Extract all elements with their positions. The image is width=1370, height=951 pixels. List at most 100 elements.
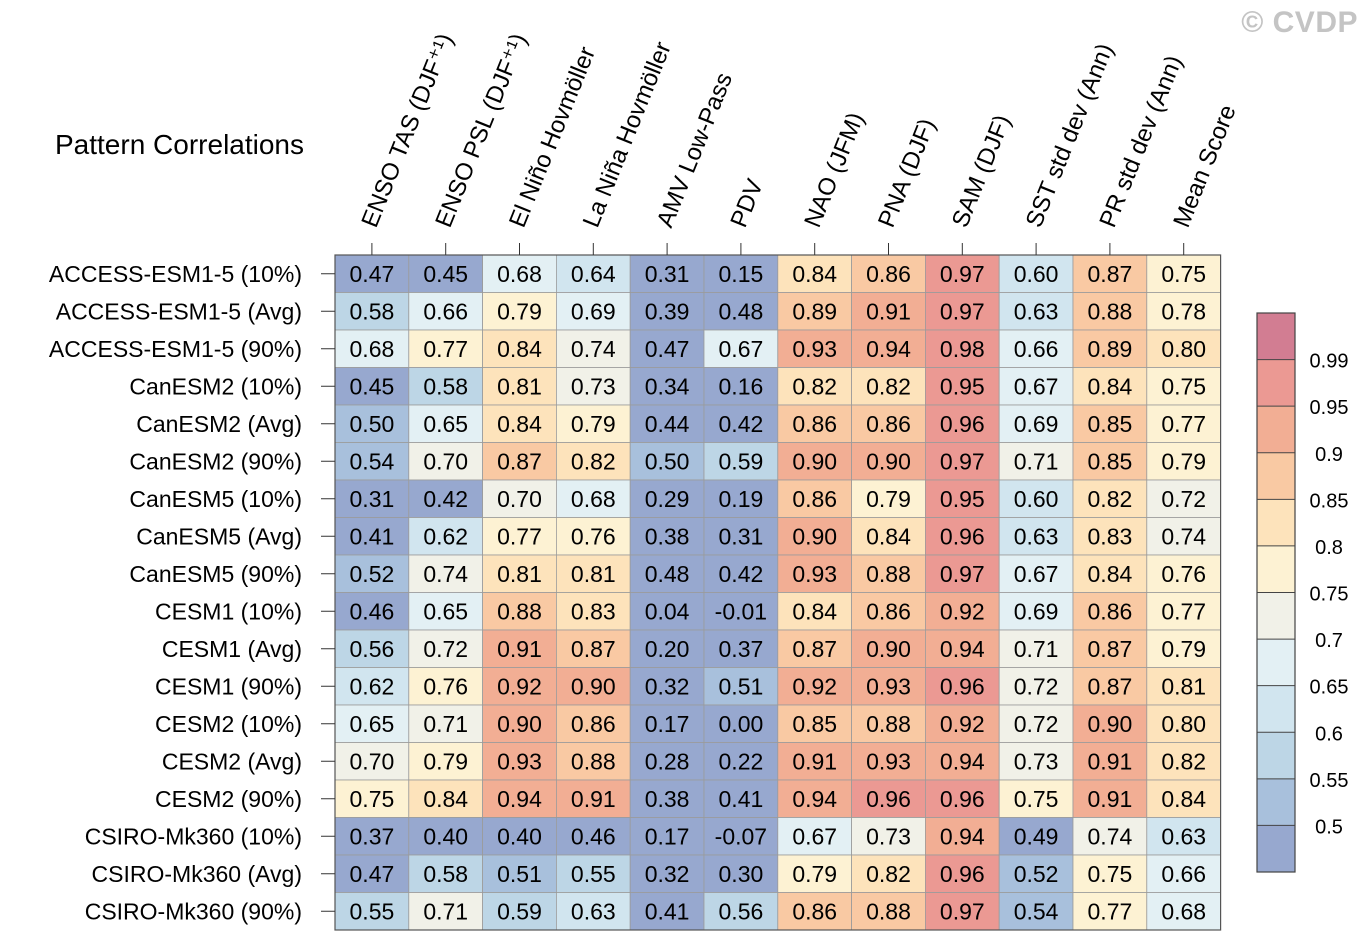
heatmap-cell [1146, 254, 1222, 293]
cell-value-label: 0.76 [1161, 561, 1206, 587]
cell-value-label: 0.72 [1014, 673, 1059, 699]
heatmap-cell [925, 704, 1000, 743]
heatmap-cell [1146, 367, 1222, 406]
cell-value-label: 0.67 [1014, 561, 1059, 587]
heatmap-cell [408, 367, 483, 406]
cell-value-label: 0.96 [866, 786, 911, 812]
heatmap-cell [1072, 779, 1148, 818]
cell-value-label: 0.68 [571, 486, 616, 512]
heatmap-cell [334, 629, 410, 668]
cell-value-label: 0.92 [497, 673, 542, 699]
row-label: CESM1 (90%) [155, 673, 302, 699]
cell-value-label: 0.69 [1014, 598, 1059, 624]
cell-value-label: 0.66 [423, 298, 468, 324]
heatmap-cell [777, 329, 852, 368]
heatmap-cell [1072, 667, 1148, 706]
cell-value-label: 0.31 [645, 261, 690, 287]
heatmap-cell [334, 254, 410, 293]
cell-value-label: 0.04 [645, 598, 690, 624]
heatmap-cell [925, 254, 1000, 293]
cell-value-label: 0.86 [571, 711, 616, 737]
cell-value-label: -0.07 [715, 823, 767, 849]
cell-value-label: 0.93 [792, 336, 837, 362]
cell-value-label: 0.88 [1088, 298, 1133, 324]
colorbar-segment [1257, 778, 1295, 826]
heatmap-cell [1072, 329, 1148, 368]
cell-value-label: 0.66 [1014, 336, 1059, 362]
column-label: AMV Low-Pass [652, 69, 738, 231]
cell-value-label: 0.87 [1088, 673, 1133, 699]
cell-value-label: 0.84 [497, 411, 542, 437]
cell-value-label: 0.97 [940, 298, 985, 324]
cell-value-label: 0.74 [1161, 523, 1206, 549]
cell-value-label: 0.94 [940, 636, 985, 662]
cell-value-label: 0.97 [940, 561, 985, 587]
heatmap-cell [1146, 892, 1222, 931]
heatmap-cell [703, 704, 779, 743]
cell-value-label: 0.85 [792, 711, 837, 737]
cell-value-label: 0.82 [571, 448, 616, 474]
cell-value-label: 0.73 [866, 823, 911, 849]
heatmap-cell [851, 404, 926, 443]
cell-value-label: 0.81 [497, 373, 542, 399]
heatmap-cell [1146, 592, 1222, 631]
cell-value-label: 0.85 [1088, 411, 1133, 437]
cell-value-label: 0.91 [571, 786, 616, 812]
heatmap-cell [777, 629, 852, 668]
heatmap-cell [1146, 742, 1222, 781]
cell-value-label: 0.42 [719, 561, 764, 587]
heatmap-cell [556, 704, 631, 743]
cell-value-label: 0.90 [792, 448, 837, 474]
heatmap-cell [408, 329, 483, 368]
heatmap-cell [851, 592, 926, 631]
cell-value-label: 0.91 [497, 636, 542, 662]
heatmap-cell [556, 554, 631, 593]
heatmap-cell [777, 367, 852, 406]
heatmap-cell [1146, 554, 1222, 593]
cell-value-label: 0.90 [571, 673, 616, 699]
heatmap-cell [629, 479, 705, 518]
cell-value-label: 0.31 [350, 486, 395, 512]
colorbar-segment [1257, 685, 1295, 733]
cell-value-label: 0.91 [792, 748, 837, 774]
heatmap-cell [998, 367, 1074, 406]
cell-value-label: 0.39 [645, 298, 690, 324]
cell-value-label: 0.65 [423, 411, 468, 437]
heatmap-cell [482, 554, 557, 593]
heatmap-cell [703, 404, 779, 443]
column-label: SAM (DJF) [947, 111, 1016, 231]
cell-value-label: 0.94 [940, 823, 985, 849]
cell-value-label: 0.75 [1161, 373, 1206, 399]
cell-value-label: 0.97 [940, 261, 985, 287]
heatmap-cell [556, 892, 631, 931]
cell-value-label: 0.42 [719, 411, 764, 437]
heatmap-cell [482, 442, 557, 481]
heatmap-cell [556, 442, 631, 481]
heatmap-cell [703, 292, 779, 331]
heatmap-cell [408, 517, 483, 556]
cell-value-label: 0.97 [940, 448, 985, 474]
watermark: © CVDP [1241, 6, 1358, 39]
heatmap-cell [998, 742, 1074, 781]
heatmap-cell [851, 742, 926, 781]
heatmap-cell [629, 442, 705, 481]
cell-value-label: 0.67 [719, 336, 764, 362]
colorbar-segment [1257, 359, 1295, 407]
colorbar: 0.5 0.55 0.6 0.65 0.7 0.75 0.8 0.85 0.9 0.95 0.99 [1256, 312, 1349, 873]
heatmap-cell [629, 517, 705, 556]
cell-value-label: 0.96 [940, 523, 985, 549]
cell-value-label: 0.15 [719, 261, 764, 287]
cell-value-label: 0.73 [571, 373, 616, 399]
heatmap-cell [703, 329, 779, 368]
heatmap-cell [777, 854, 852, 893]
colorbar-tick-label: 0.7 [1315, 630, 1343, 652]
cell-value-label: 0.76 [423, 673, 468, 699]
cell-value-label: 0.00 [719, 711, 764, 737]
cell-value-label: 0.97 [940, 898, 985, 924]
row-label: CanESM2 (Avg) [136, 411, 302, 437]
heatmap-cell [629, 329, 705, 368]
heatmap-cell [408, 667, 483, 706]
row-label: CSIRO-Mk360 (90%) [85, 898, 302, 924]
cell-value-label: 0.90 [866, 448, 911, 474]
colorbar-tick-label: 0.65 [1310, 677, 1349, 699]
